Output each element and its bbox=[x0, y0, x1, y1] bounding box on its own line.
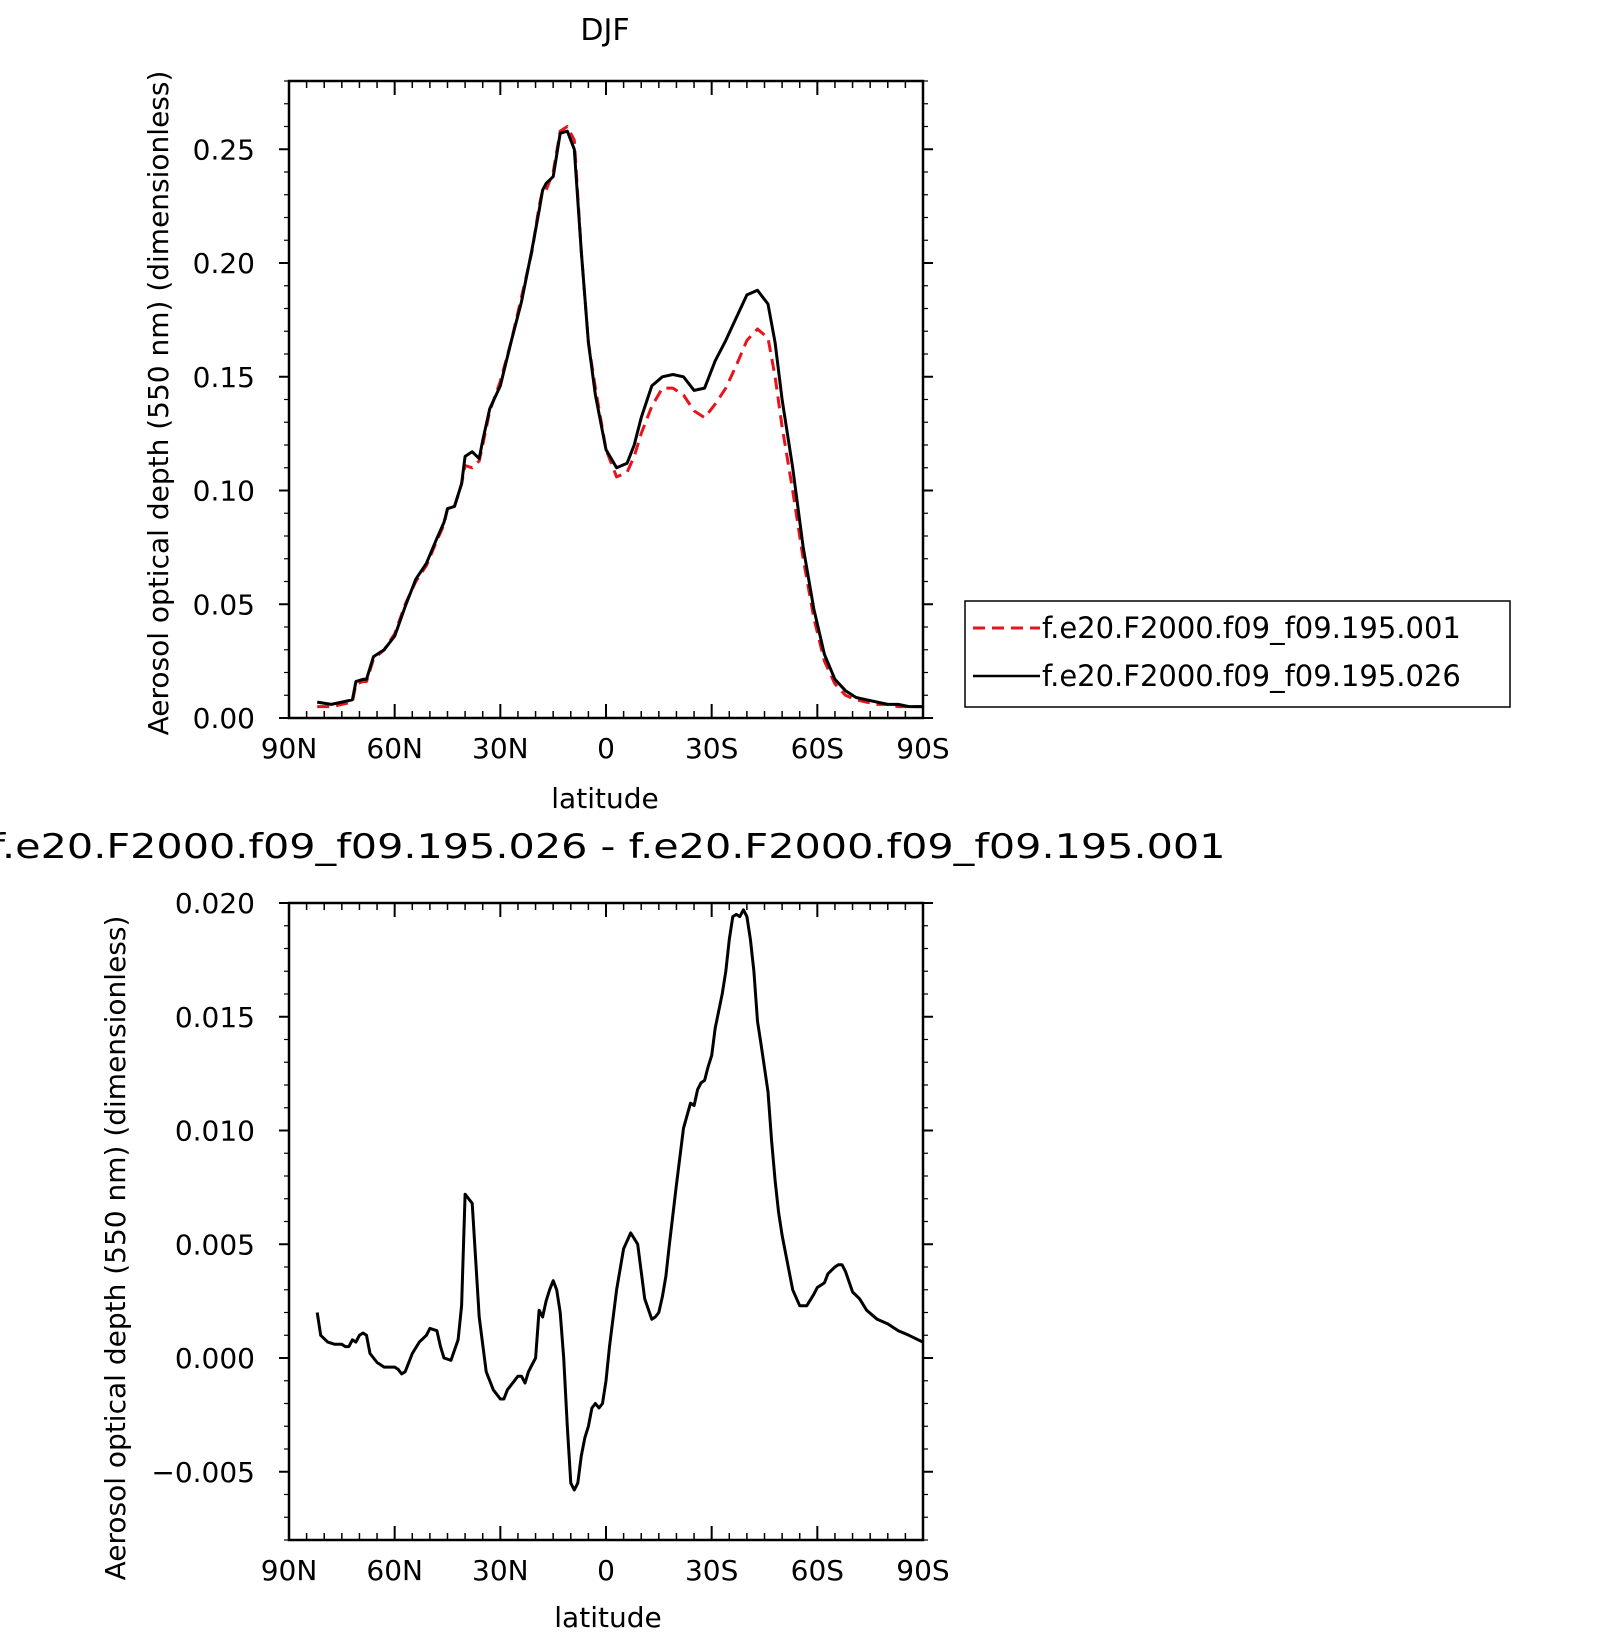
top-y-axis-label-group: Aerosol optical depth (550 nm) (dimensio… bbox=[142, 71, 175, 736]
bottom-x-tick-label: 90N bbox=[261, 1554, 318, 1587]
bottom-y-axis-label: Aerosol optical depth (550 nm) (dimensio… bbox=[99, 916, 132, 1581]
top-x-tick-label: 0 bbox=[597, 732, 615, 765]
bottom-x-tick-label: 60N bbox=[366, 1554, 423, 1587]
top-series-line-2 bbox=[316, 129, 923, 709]
bottom-y-tick-label: 0.005 bbox=[175, 1228, 255, 1261]
legend-label-series-1: f.e20.F2000.f09_f09.195.001 bbox=[1042, 611, 1461, 645]
bottom-x-tick-label: 30S bbox=[685, 1554, 738, 1587]
panel-bottom-line-chart: f.e20.F2000.f09_f09.195.026 - f.e20.F200… bbox=[0, 827, 1226, 1634]
bottom-y-tick-label: 0.015 bbox=[175, 1001, 255, 1034]
top-y-tick-label: 0.05 bbox=[193, 588, 255, 621]
legend-label-series-2: f.e20.F2000.f09_f09.195.026 bbox=[1042, 659, 1461, 693]
bottom-ticks: 90N 60N 30N 0 30S 60S 90S −0.005 0.000 0.005 0.010… bbox=[151, 887, 949, 1587]
bottom-x-tick-label: 90S bbox=[896, 1554, 949, 1587]
bottom-y-tick-label: 0.020 bbox=[175, 887, 255, 920]
top-x-tick-label: 60S bbox=[791, 732, 844, 765]
top-y-tick-label: 0.15 bbox=[193, 361, 255, 394]
top-x-tick-label: 30N bbox=[472, 732, 529, 765]
bottom-y-tick-label: −0.005 bbox=[151, 1456, 255, 1489]
bottom-y-tick-label: 0.010 bbox=[175, 1115, 255, 1148]
panel-top-line-chart: DJF Aerosol optical depth (550 nm) (dime… bbox=[142, 13, 1511, 815]
top-x-tick-label: 60N bbox=[366, 732, 423, 765]
top-series bbox=[316, 125, 923, 709]
legend-box bbox=[964, 600, 1511, 708]
bottom-series bbox=[315, 908, 924, 1492]
bottom-x-tick-label: 0 bbox=[597, 1554, 615, 1587]
top-x-tick-label: 30S bbox=[685, 732, 738, 765]
bottom-x-axis-label: latitude bbox=[554, 1601, 661, 1634]
top-y-tick-label: 0.20 bbox=[193, 247, 255, 280]
legend: f.e20.F2000.f09_f09.195.001 f.e20.F2000.… bbox=[964, 600, 1511, 708]
top-y-axis-label: Aerosol optical depth (550 nm) (dimensio… bbox=[142, 71, 175, 736]
top-plot-frame bbox=[287, 79, 925, 720]
bottom-title: f.e20.F2000.f09_f09.195.026 - f.e20.F200… bbox=[0, 827, 1226, 867]
top-x-tick-label: 90N bbox=[261, 732, 318, 765]
bottom-x-tick-label: 30N bbox=[472, 1554, 529, 1587]
top-series-line-1 bbox=[317, 125, 923, 709]
bottom-y-tick-label: 0.000 bbox=[175, 1342, 255, 1375]
top-y-tick-label: 0.25 bbox=[193, 133, 255, 166]
top-y-tick-label: 0.00 bbox=[193, 702, 255, 735]
bottom-y-axis-label-group: Aerosol optical depth (550 nm) (dimensio… bbox=[99, 916, 132, 1581]
bottom-x-tick-label: 60S bbox=[791, 1554, 844, 1587]
bottom-series-line-1 bbox=[315, 908, 924, 1492]
bottom-plot-frame bbox=[287, 901, 925, 1542]
top-x-axis-label: latitude bbox=[551, 782, 658, 815]
top-x-tick-label: 90S bbox=[896, 732, 949, 765]
top-ticks: 90N 60N 30N 0 30S 60S 90S 0.00 0.05 0.10 0.15 0.20 0… bbox=[193, 80, 950, 765]
top-y-tick-label: 0.10 bbox=[193, 475, 255, 508]
top-title: DJF bbox=[580, 13, 629, 48]
